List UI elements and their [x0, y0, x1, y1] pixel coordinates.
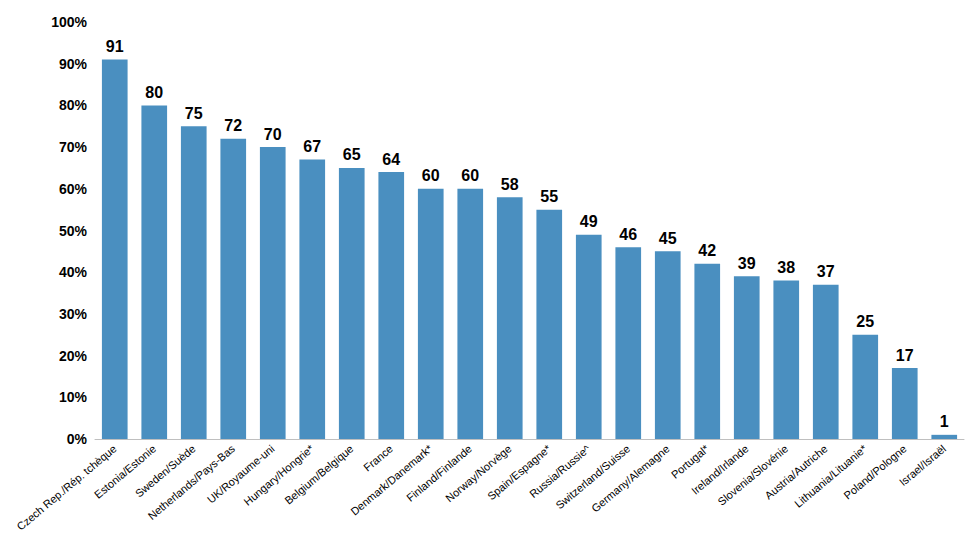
svg-text:Spain/Espagne*: Spain/Espagne*	[485, 442, 554, 502]
svg-text:90%: 90%	[59, 56, 88, 72]
svg-text:40%: 40%	[59, 264, 88, 280]
svg-text:46: 46	[619, 226, 637, 243]
svg-text:80: 80	[145, 84, 163, 101]
svg-text:60: 60	[461, 167, 479, 184]
svg-text:Netherlands/Pays-Bas: Netherlands/Pays-Bas	[145, 442, 238, 522]
svg-text:Poland/Pologne: Poland/Pologne	[841, 442, 908, 501]
svg-text:10%: 10%	[59, 389, 88, 405]
svg-text:64: 64	[382, 151, 400, 168]
svg-text:72: 72	[224, 117, 242, 134]
svg-text:80%: 80%	[59, 97, 88, 113]
svg-text:0%: 0%	[67, 431, 88, 447]
svg-text:42: 42	[698, 242, 716, 259]
svg-text:75: 75	[185, 105, 203, 122]
svg-text:55: 55	[540, 188, 558, 205]
svg-text:67: 67	[303, 138, 321, 155]
svg-text:65: 65	[343, 146, 361, 163]
svg-text:100%: 100%	[51, 14, 87, 30]
svg-text:25: 25	[856, 313, 874, 330]
svg-text:Denmark/Danemark*: Denmark/Danemark*	[348, 442, 435, 518]
svg-text:45: 45	[659, 230, 677, 247]
svg-text:Germany/Alemagne: Germany/Alemagne	[589, 442, 672, 514]
svg-text:Russia/Russie^: Russia/Russie^	[527, 442, 593, 501]
svg-text:Portugal*: Portugal*	[668, 442, 712, 481]
svg-text:Austria/Autriche: Austria/Autriche	[762, 442, 830, 502]
svg-text:58: 58	[501, 176, 519, 193]
svg-text:France: France	[361, 442, 395, 473]
svg-text:Ireland/Irlande: Ireland/Irlande	[689, 442, 751, 497]
svg-text:17: 17	[896, 347, 914, 364]
svg-text:Czech Rep./Rép. tchèque: Czech Rep./Rép. tchèque	[14, 442, 119, 533]
svg-text:Hungary/Hongrie*: Hungary/Hongrie*	[241, 442, 316, 508]
svg-text:1: 1	[940, 413, 949, 430]
svg-text:20%: 20%	[59, 348, 88, 364]
svg-text:50%: 50%	[59, 223, 88, 239]
svg-text:Estonia/Estonie: Estonia/Estonie	[91, 442, 159, 501]
svg-text:Slovenia/Slovénie: Slovenia/Slovénie	[715, 442, 790, 507]
svg-text:UK/Royaume-uni: UK/Royaume-uni	[205, 442, 277, 505]
svg-text:91: 91	[106, 38, 124, 55]
svg-text:Finland/Finlande: Finland/Finlande	[404, 442, 474, 503]
svg-text:60: 60	[422, 167, 440, 184]
svg-text:Sweden/Suède: Sweden/Suède	[132, 442, 198, 500]
svg-text:60%: 60%	[59, 181, 88, 197]
svg-text:Norway/Norvège: Norway/Norvège	[443, 442, 513, 504]
svg-text:37: 37	[817, 263, 835, 280]
svg-text:39: 39	[738, 255, 756, 272]
svg-text:70%: 70%	[59, 139, 88, 155]
svg-text:Belgium/Belgique: Belgium/Belgique	[282, 442, 355, 506]
svg-text:49: 49	[580, 213, 598, 230]
svg-text:38: 38	[777, 259, 795, 276]
svg-text:Switzerland/Suisse: Switzerland/Suisse	[553, 442, 633, 512]
svg-text:70: 70	[264, 126, 282, 143]
svg-text:Lithuania/Lituanie*: Lithuania/Lituanie*	[792, 442, 870, 510]
svg-text:30%: 30%	[59, 306, 88, 322]
svg-text:Israel/Israël: Israel/Israël	[897, 442, 948, 488]
